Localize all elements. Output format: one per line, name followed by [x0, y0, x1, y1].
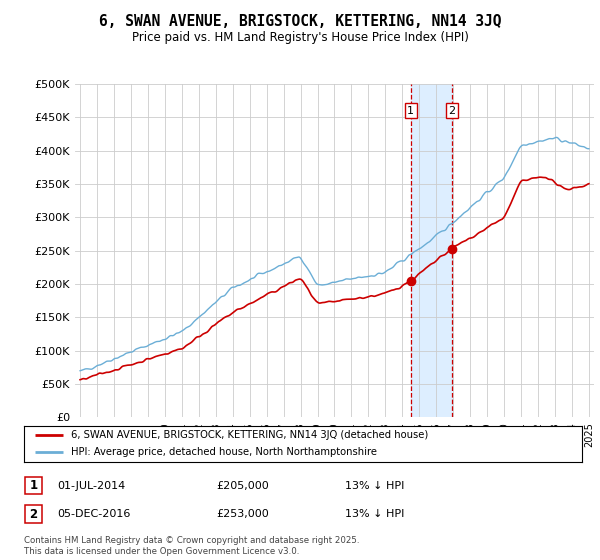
Text: 6, SWAN AVENUE, BRIGSTOCK, KETTERING, NN14 3JQ (detached house): 6, SWAN AVENUE, BRIGSTOCK, KETTERING, NN…	[71, 431, 428, 440]
Text: 2: 2	[448, 106, 455, 116]
Text: 05-DEC-2016: 05-DEC-2016	[57, 509, 130, 519]
Text: 1: 1	[407, 106, 415, 116]
Text: 13% ↓ HPI: 13% ↓ HPI	[345, 480, 404, 491]
Text: 2: 2	[29, 507, 38, 521]
Text: £205,000: £205,000	[216, 480, 269, 491]
Bar	[411, 84, 452, 417]
Text: 1: 1	[29, 479, 38, 492]
Text: 6, SWAN AVENUE, BRIGSTOCK, KETTERING, NN14 3JQ: 6, SWAN AVENUE, BRIGSTOCK, KETTERING, NN…	[99, 14, 501, 29]
Text: 13% ↓ HPI: 13% ↓ HPI	[345, 509, 404, 519]
Text: Price paid vs. HM Land Registry's House Price Index (HPI): Price paid vs. HM Land Registry's House …	[131, 31, 469, 44]
Text: 01-JUL-2014: 01-JUL-2014	[57, 480, 125, 491]
Text: £253,000: £253,000	[216, 509, 269, 519]
Text: HPI: Average price, detached house, North Northamptonshire: HPI: Average price, detached house, Nort…	[71, 447, 377, 457]
Text: Contains HM Land Registry data © Crown copyright and database right 2025.
This d: Contains HM Land Registry data © Crown c…	[24, 536, 359, 556]
